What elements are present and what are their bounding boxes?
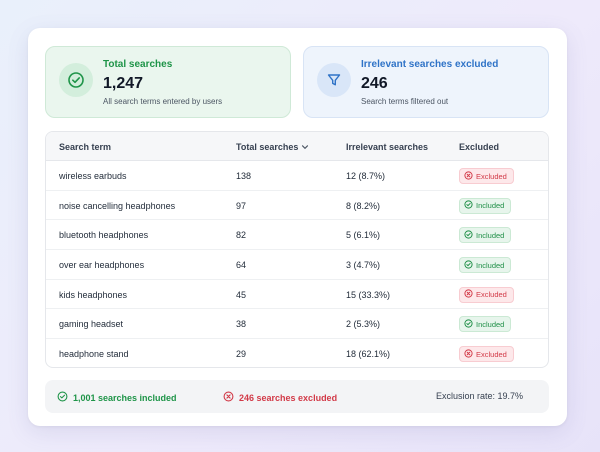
status-badge[interactable]: Included bbox=[459, 227, 512, 244]
table-row[interactable]: over ear headphones 64 3 (4.7%) Included bbox=[46, 250, 548, 280]
x-circle-icon bbox=[464, 170, 473, 182]
x-circle-icon bbox=[464, 349, 473, 360]
irrelevant-searches-cell: 12 (8.7%) bbox=[346, 171, 386, 181]
check-circle-icon bbox=[464, 230, 473, 241]
excluded-searches-label: Irrelevant searches excluded bbox=[361, 59, 499, 70]
table-row[interactable]: noise cancelling headphones 97 8 (8.2%) Inc… bbox=[46, 191, 548, 221]
search-term-cell: headphone stand bbox=[59, 349, 129, 360]
summary-footer: 1,001 searches included 246 searches exc… bbox=[45, 380, 549, 413]
irrelevant-searches-cell: 3 (4.7%) bbox=[346, 260, 381, 271]
total-searches-cell: 38 bbox=[236, 319, 247, 330]
search-term-cell: noise cancelling headphones bbox=[59, 200, 176, 211]
status-badge-label: Excluded bbox=[476, 171, 507, 181]
status-badge[interactable]: Included bbox=[459, 316, 512, 333]
column-header-total-searches[interactable]: Total searches bbox=[236, 142, 309, 153]
total-searches-cell: 29 bbox=[236, 349, 247, 360]
chevron-down-icon[interactable] bbox=[301, 143, 309, 153]
table-row[interactable]: gaming headset 38 2 (5.3%) Included bbox=[46, 309, 548, 340]
total-searches-card: Total searches 1,247 All search terms en… bbox=[45, 46, 291, 118]
excluded-searches-card: Irrelevant searches excluded 246 Search … bbox=[303, 46, 549, 118]
irrelevant-searches-cell: 5 (6.1%) bbox=[346, 230, 381, 241]
irrelevant-searches-cell: 2 (5.3%) bbox=[346, 319, 381, 330]
irrelevant-searches-cell: 15 (33.3%) bbox=[346, 289, 391, 300]
status-badge[interactable]: Excluded bbox=[459, 286, 514, 303]
status-badge-label: Included bbox=[476, 201, 505, 211]
irrelevant-searches-cell: 18 (62.1%) bbox=[346, 349, 391, 360]
status-badge-label: Excluded bbox=[476, 290, 507, 300]
check-circle-icon bbox=[464, 259, 473, 271]
check-circle-icon bbox=[464, 200, 473, 211]
table-body: wireless earbuds 138 12 (8.7%) Excluded nois… bbox=[46, 161, 548, 367]
check-circle-icon bbox=[57, 391, 68, 404]
column-header-total-searches-label: Total searches bbox=[236, 142, 299, 152]
total-searches-cell: 97 bbox=[236, 200, 247, 211]
check-circle-icon bbox=[59, 63, 93, 97]
search-term-cell: kids headphones bbox=[59, 289, 128, 300]
status-badge-label: Included bbox=[476, 319, 505, 329]
footer-excluded: 246 searches excluded bbox=[223, 391, 337, 404]
search-term-cell: gaming headset bbox=[59, 319, 124, 330]
status-badge[interactable]: Excluded bbox=[459, 168, 514, 184]
status-badge-label: Included bbox=[476, 230, 505, 240]
table-header: Search term Total searches Irrelevant se… bbox=[46, 132, 548, 161]
table-row[interactable]: bluetooth headphones 82 5 (6.1%) Included bbox=[46, 220, 548, 251]
column-header-search-term[interactable]: Search term bbox=[59, 142, 112, 152]
exclusion-rate: Exclusion rate: 19.7% bbox=[436, 391, 524, 401]
total-searches-cell: 138 bbox=[236, 171, 252, 181]
search-term-cell: wireless earbuds bbox=[59, 171, 127, 181]
status-badge-label: Included bbox=[476, 260, 505, 270]
total-searches-cell: 64 bbox=[236, 260, 247, 271]
table-row[interactable]: headphone stand 29 18 (62.1%) Excluded bbox=[46, 339, 548, 367]
x-circle-icon bbox=[464, 289, 473, 300]
total-searches-cell: 82 bbox=[236, 230, 247, 241]
footer-excluded-label: 246 searches excluded bbox=[239, 392, 338, 403]
irrelevant-searches-cell: 8 (8.2%) bbox=[346, 200, 381, 211]
check-circle-icon bbox=[464, 319, 473, 330]
total-searches-label: Total searches bbox=[103, 59, 173, 70]
column-header-irrelevant-searches[interactable]: Irrelevant searches bbox=[346, 142, 429, 152]
excluded-searches-value: 246 bbox=[361, 75, 388, 92]
status-badge[interactable]: Included bbox=[459, 257, 512, 274]
status-badge[interactable]: Included bbox=[459, 197, 512, 214]
table-row[interactable]: wireless earbuds 138 12 (8.7%) Excluded bbox=[46, 161, 548, 191]
total-searches-cell: 45 bbox=[236, 289, 247, 300]
search-term-cell: bluetooth headphones bbox=[59, 230, 149, 241]
excluded-searches-caption: Search terms filtered out bbox=[361, 97, 449, 106]
x-circle-icon bbox=[223, 391, 234, 404]
footer-included-label: 1,001 searches included bbox=[73, 392, 177, 403]
footer-included: 1,001 searches included bbox=[57, 391, 177, 404]
total-searches-caption: All search terms entered by users bbox=[103, 97, 223, 106]
status-badge[interactable]: Excluded bbox=[459, 346, 514, 363]
summary-card: Total searches 1,247 All search terms en… bbox=[28, 28, 567, 426]
status-badge-label: Excluded bbox=[476, 349, 507, 359]
total-searches-value: 1,247 bbox=[103, 75, 144, 92]
column-header-excluded[interactable]: Excluded bbox=[459, 142, 500, 152]
search-terms-table: Search term Total searches Irrelevant se… bbox=[45, 131, 549, 368]
table-row[interactable]: kids headphones 45 15 (33.3%) Excluded bbox=[46, 280, 548, 310]
filter-icon bbox=[317, 63, 351, 97]
search-term-cell: over ear headphones bbox=[59, 260, 145, 271]
